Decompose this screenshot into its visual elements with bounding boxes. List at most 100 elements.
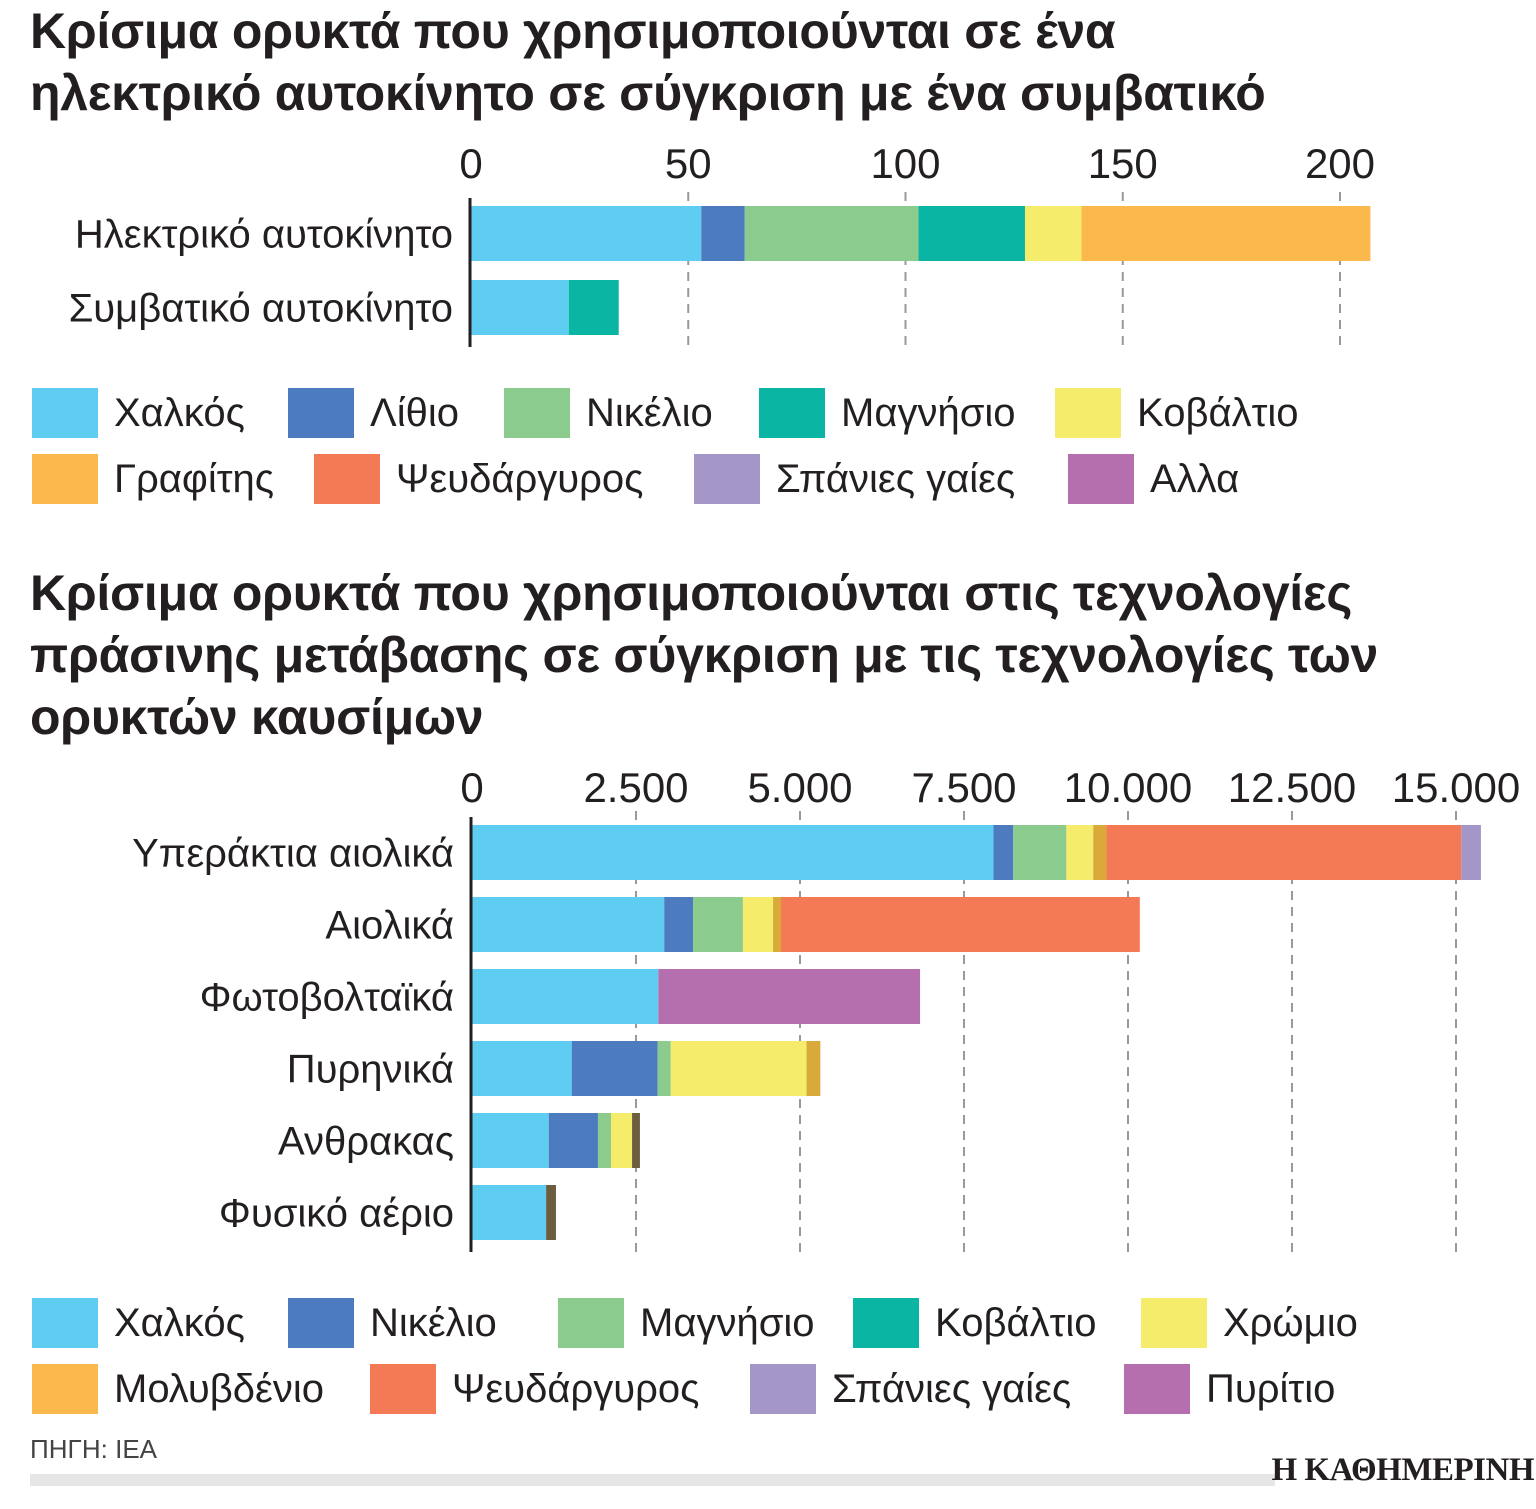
legend-label: Χρώμιο [1223, 1300, 1358, 1345]
bar-segment-3-1 [568, 280, 619, 335]
category-label: Αιολικά [325, 904, 454, 948]
footer-rule [30, 1474, 1275, 1486]
legend-label: Χαλκός [114, 390, 245, 435]
bar-segment-0-2 [472, 969, 659, 1024]
legend-label: Γραφίτης [114, 456, 275, 501]
legend-label: Κοβάλτιο [1137, 390, 1299, 435]
bar-segment-5-3 [806, 1041, 821, 1096]
x-tick-label: 5.000 [747, 764, 852, 811]
legend-label: Χαλκός [114, 1300, 245, 1345]
legend-swatch [288, 1298, 354, 1348]
bar-segment-6-0 [1106, 825, 1462, 880]
legend-label: Κοβάλτιο [935, 1300, 1097, 1345]
chart1-legend: Χαλκός Λίθιο Νικέλιο Μαγνήσιο Κοβάλτιο Γραφίτ… [32, 388, 1532, 504]
legend-label: Μαγνήσιο [640, 1300, 815, 1345]
category-label: Ανθρακας [278, 1120, 454, 1164]
bar-segment-4-3 [670, 1041, 807, 1096]
legend-swatch [504, 388, 570, 438]
bar-segment-1-0 [993, 825, 1014, 880]
x-tick-label: 150 [1088, 140, 1158, 187]
legend-swatch [370, 1364, 436, 1414]
bar-segment-8-2 [658, 969, 921, 1024]
legend-label: Ψευδάργυρος [396, 456, 644, 501]
bar-segment-4-0 [1066, 825, 1094, 880]
bar-segment-5-0 [1081, 206, 1371, 261]
legend-item: Νικέλιο [504, 388, 759, 438]
bar-segment-6-1 [780, 897, 1140, 952]
legend-swatch [32, 1364, 98, 1414]
bar-segment-2-0 [1013, 825, 1067, 880]
legend-label: Αλλα [1150, 456, 1240, 501]
x-tick-label: 15.000 [1392, 764, 1520, 811]
x-tick-label: 0 [460, 764, 483, 811]
category-label: Υπεράκτια αιολικά [132, 832, 454, 876]
bar-segment-1-3 [571, 1041, 658, 1096]
bar-segment-9-4 [632, 1113, 640, 1168]
x-tick-label: 50 [665, 140, 712, 187]
legend-item: Μαγνήσιο [558, 1298, 853, 1348]
legend-label: Σπάνιες γαίες [776, 456, 1016, 501]
category-label: Ηλεκτρικό αυτοκίνητο [75, 213, 453, 257]
chart1-title: Κρίσιμα ορυκτά που χρησιμοποιούνται σε έ… [30, 0, 1266, 124]
bar-segment-3-0 [918, 206, 1025, 261]
bar-segment-4-0 [1024, 206, 1082, 261]
legend-item: Αλλα [1068, 454, 1268, 504]
x-tick-label: 2.500 [583, 764, 688, 811]
bar-segment-0-5 [472, 1185, 547, 1240]
bar-segment-1-0 [701, 206, 745, 261]
bar-segment-0-1 [472, 897, 665, 952]
legend-item: Κοβάλτιο [853, 1298, 1141, 1348]
legend-item: Λίθιο [288, 388, 504, 438]
bar-segment-2-1 [693, 897, 743, 952]
chart2-plot: 0 2.500 5.000 7.500 10.000 12.500 15.000 Υπεράκ… [132, 764, 1520, 1252]
legend-swatch [1055, 388, 1121, 438]
source-note: ΠΗΓΗ: IEA [30, 1434, 158, 1464]
legend-swatch [288, 388, 354, 438]
x-tick-label: 12.500 [1228, 764, 1356, 811]
legend-swatch [32, 454, 98, 504]
bar-segment-5-1 [773, 897, 781, 952]
legend-item: Νικέλιο [288, 1298, 558, 1348]
chart2-legend: Χαλκός Νικέλιο Μαγνήσιο Κοβάλτιο Χρώμιο Μολυβ… [32, 1298, 1532, 1414]
category-label: Πυρηνικά [287, 1048, 454, 1092]
chart2-title-line: ορυκτών καυσίμων [30, 689, 484, 745]
legend-swatch [32, 388, 98, 438]
legend-item: Ψευδάργυρος [370, 1364, 750, 1414]
bar-segment-2-0 [744, 206, 919, 261]
legend-item: Γραφίτης [32, 454, 314, 504]
legend-item: Μολυβδένιο [32, 1364, 370, 1414]
bar-segment-4-4 [611, 1113, 633, 1168]
legend-item: Σπάνιες γαίες [750, 1364, 1124, 1414]
bar-segment-1-1 [664, 897, 694, 952]
legend-item: Χαλκός [32, 1298, 288, 1348]
chart1-title-line: Κρίσιμα ορυκτά που χρησιμοποιούνται σε έ… [30, 3, 1116, 59]
chart2-title-line: Κρίσιμα ορυκτά που χρησιμοποιούνται στις… [30, 565, 1353, 621]
x-tick-label: 0 [459, 140, 482, 187]
legend-swatch [558, 1298, 624, 1348]
legend-label: Λίθιο [370, 390, 459, 435]
legend-item: Πυρίτιο [1124, 1364, 1344, 1414]
legend-item: Μαγνήσιο [759, 388, 1055, 438]
bar-segment-1-4 [548, 1113, 598, 1168]
bar-segment-5-0 [1093, 825, 1107, 880]
legend-swatch [1141, 1298, 1207, 1348]
category-label: Φυσικό αέριο [219, 1192, 454, 1236]
legend-item: Χρώμιο [1141, 1298, 1441, 1348]
bar-segment-0-4 [472, 1113, 549, 1168]
x-tick-label: 7.500 [911, 764, 1016, 811]
legend-label: Μαγνήσιο [841, 390, 1016, 435]
legend-swatch [750, 1364, 816, 1414]
bar-segment-0-3 [472, 1041, 572, 1096]
bar-segment-2-3 [657, 1041, 671, 1096]
legend-item: Σπάνιες γαίες [694, 454, 1068, 504]
legend-label: Νικέλιο [370, 1300, 497, 1345]
bar-segment-2-4 [597, 1113, 612, 1168]
x-tick-label: 200 [1305, 140, 1375, 187]
legend-item: Χαλκός [32, 388, 288, 438]
bar-segment-7-0 [1461, 825, 1481, 880]
x-tick-label: 100 [870, 140, 940, 187]
legend-label: Μολυβδένιο [114, 1366, 324, 1411]
legend-swatch [694, 454, 760, 504]
legend-item: Κοβάλτιο [1055, 388, 1355, 438]
category-label: Φωτοβολταϊκά [200, 976, 454, 1020]
